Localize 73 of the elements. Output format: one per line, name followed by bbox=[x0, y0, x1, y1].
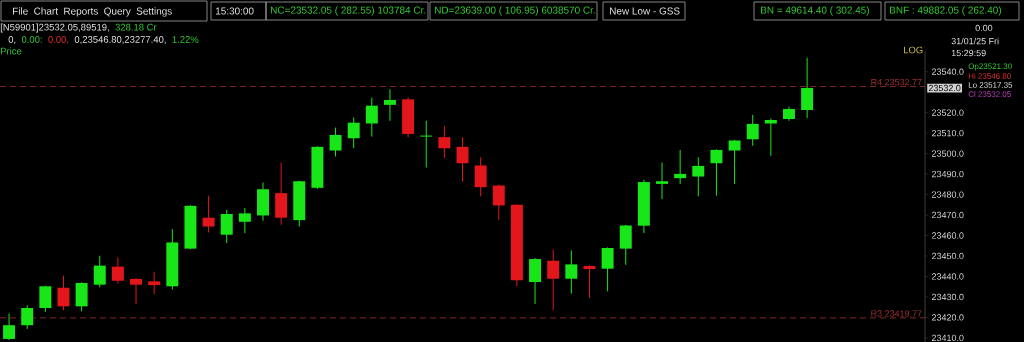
ref-line-label: R4 23532.77 bbox=[871, 78, 922, 86]
candlestick bbox=[238, 207, 251, 234]
candlestick bbox=[75, 281, 88, 312]
candlestick bbox=[746, 114, 759, 147]
ref-line-label: R3 23419.77 bbox=[871, 310, 922, 317]
text: 0,23546.80,23277.40, bbox=[74, 36, 166, 44]
candlestick bbox=[547, 249, 560, 311]
candlestick bbox=[710, 148, 723, 197]
text: Chart bbox=[34, 7, 58, 15]
y-tick-label: 23510.0 bbox=[931, 129, 964, 137]
candlestick bbox=[565, 249, 578, 295]
y-tick-label: 23490.0 bbox=[931, 170, 964, 178]
text: NC=23532.05 ( 282.55) 103784 Cr. bbox=[271, 6, 426, 16]
candlestick bbox=[148, 271, 161, 295]
candlestick bbox=[583, 264, 596, 299]
candlestick bbox=[220, 209, 233, 244]
annotation: Price bbox=[0, 47, 22, 55]
text: 23532.0 bbox=[928, 84, 961, 92]
text: 0.00: bbox=[21, 36, 42, 43]
candlestick bbox=[329, 127, 342, 157]
text: 31/01/25 Fri bbox=[951, 37, 999, 45]
candlestick bbox=[728, 139, 741, 185]
candlestick bbox=[474, 156, 487, 197]
y-tick-label: 23460.0 bbox=[931, 232, 964, 239]
y-tick-label: 23410.0 bbox=[931, 334, 964, 342]
text: 0, bbox=[8, 36, 16, 44]
text: 15:30:00 bbox=[215, 7, 254, 15]
y-tick-label: 23480.0 bbox=[931, 191, 964, 198]
y-tick-label: 23430.0 bbox=[931, 293, 964, 301]
y-tick-label: 23450.0 bbox=[931, 252, 964, 260]
candlestick bbox=[383, 88, 396, 122]
candlestick bbox=[57, 275, 70, 311]
candlestick bbox=[801, 57, 814, 119]
text: 0.00, bbox=[48, 36, 69, 44]
candlestick bbox=[492, 184, 505, 221]
y-tick-label: 23440.0 bbox=[931, 273, 964, 280]
text: Query bbox=[104, 7, 131, 17]
text: File bbox=[13, 7, 28, 15]
candlestick bbox=[3, 313, 16, 341]
candlestick bbox=[674, 149, 687, 185]
candlestick bbox=[420, 120, 433, 169]
candlestick bbox=[202, 195, 215, 233]
candlestick bbox=[130, 277, 143, 305]
candlestick bbox=[93, 255, 106, 288]
y-tick-label: 23540.0 bbox=[931, 68, 964, 75]
text: [N59901]23532.05,89519, bbox=[0, 23, 109, 33]
candlestick bbox=[39, 285, 52, 313]
text: BNF : 49882.05 ( 262.40) bbox=[890, 6, 1001, 16]
candlestick bbox=[438, 125, 451, 159]
candlestick bbox=[365, 97, 378, 138]
text: ND=23639.00 ( 106.95) 6038570 Cr. bbox=[435, 6, 595, 16]
y-tick-label: 23500.0 bbox=[931, 150, 964, 157]
candlestick bbox=[656, 162, 668, 200]
text: New Low - GSS bbox=[610, 7, 680, 15]
text: 1.22% bbox=[172, 36, 199, 43]
candlestick bbox=[601, 246, 614, 292]
candlestick bbox=[692, 156, 705, 197]
candlestick bbox=[456, 136, 469, 182]
candlestick bbox=[619, 224, 632, 266]
text: 15:29:59 bbox=[951, 49, 986, 57]
candlestick bbox=[529, 257, 542, 305]
candlestick bbox=[111, 256, 124, 285]
y-tick-label: 23470.0 bbox=[931, 211, 964, 219]
candlestick bbox=[21, 304, 34, 330]
text: 328.18 Cr bbox=[115, 23, 157, 31]
y-tick-label: 23420.0 bbox=[931, 314, 964, 321]
annotation: LOG bbox=[903, 46, 923, 54]
text: 0.00 bbox=[975, 24, 993, 32]
candlestick bbox=[347, 116, 360, 149]
text: Settings bbox=[136, 7, 172, 17]
text: Reports bbox=[64, 7, 98, 17]
text: BN = 49614.40 ( 302.45) bbox=[761, 6, 869, 16]
y-tick-label: 23520.0 bbox=[931, 109, 964, 116]
